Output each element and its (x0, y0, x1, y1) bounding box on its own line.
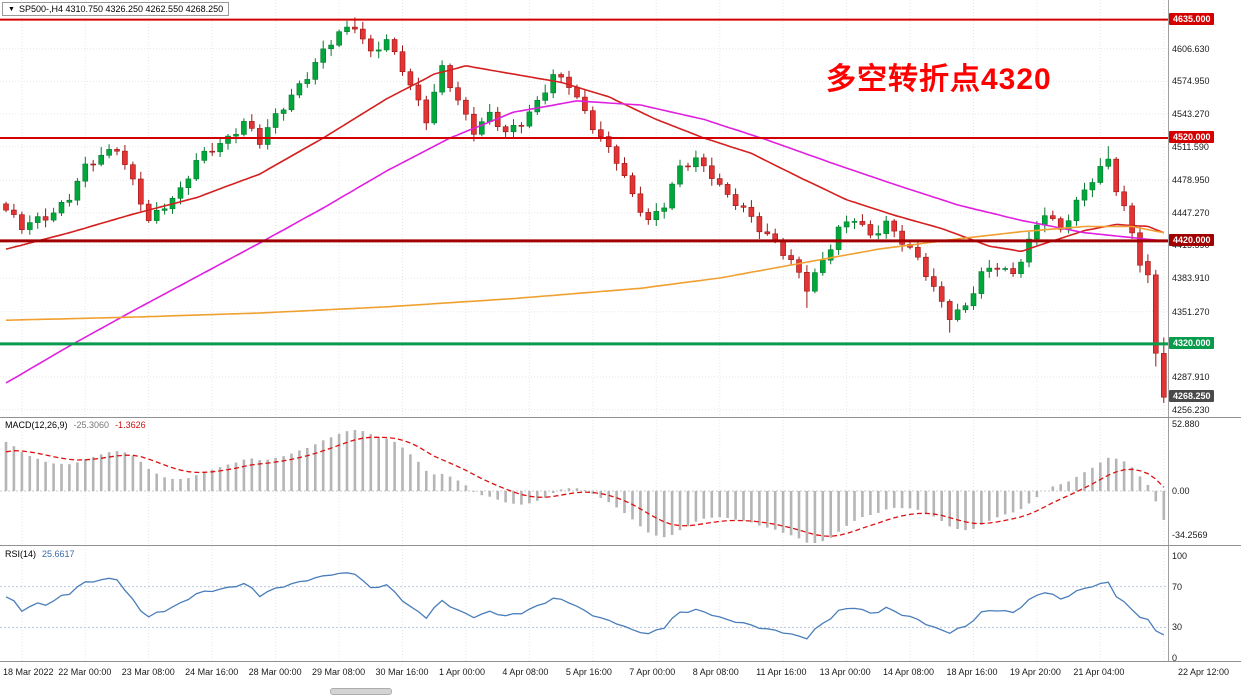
macd-layer (0, 430, 1168, 543)
time-axis-label: 21 Apr 04:00 (1073, 667, 1125, 677)
horizontal-levels-layer[interactable] (0, 18, 1168, 346)
price-axis-tick: 4256.230 (1172, 404, 1210, 415)
macd-axis-tick: -34.2569 (1172, 530, 1208, 540)
price-axis-tick: 4447.270 (1172, 207, 1210, 218)
time-axis-label: 28 Mar 00:00 (248, 667, 302, 677)
rsi-name: RSI(14) (5, 549, 37, 559)
price-axis-tick: 4478.950 (1172, 175, 1210, 186)
time-axis-label: 22 Apr 12:00 (1178, 667, 1230, 677)
panel-separator-main-macd[interactable] (0, 417, 1241, 418)
rsi-axis-tick: 70 (1172, 581, 1183, 592)
rsi-indicator-label: RSI(14) 25.6617 (5, 549, 75, 559)
ma-long-orange (5, 225, 1164, 321)
time-axis-label: 22 Mar 00:00 (58, 667, 112, 677)
price-axis-tick: 4606.630 (1172, 43, 1210, 54)
price-axis-tick: 4287.910 (1172, 371, 1210, 382)
rsi-layer (0, 572, 1168, 640)
time-axis-label: 11 Apr 16:00 (756, 667, 807, 677)
macd-axis-tick: 0.00 (1172, 486, 1190, 496)
panel-separator-macd-rsi[interactable] (0, 545, 1241, 546)
time-axis-label: 13 Apr 00:00 (819, 667, 871, 677)
price-axis-divider (1168, 0, 1169, 661)
panel-separator-time-axis (0, 661, 1241, 662)
price-level-badge-4320[interactable]: 4320.000 (1169, 336, 1214, 349)
time-axis-label: 14 Apr 08:00 (883, 667, 935, 677)
price-axis-tick: 4574.950 (1172, 76, 1210, 87)
time-axis-label: 30 Mar 16:00 (375, 667, 429, 677)
rsi-line (5, 572, 1165, 640)
rsi-axis-tick: 100 (1172, 551, 1188, 561)
horizontal-scrollbar[interactable] (0, 687, 1241, 696)
macd-indicator-label: MACD(12,26,9) -25.3060 -1.3626 (5, 420, 146, 430)
rsi-axis-tick: 30 (1172, 622, 1183, 633)
price-level-badge-4520[interactable]: 4520.000 (1169, 130, 1214, 143)
time-axis-label: 7 Apr 00:00 (629, 667, 676, 677)
price-axis-tick: 4543.270 (1172, 109, 1210, 119)
time-axis-label: 8 Apr 08:00 (692, 667, 739, 677)
candles-layer (3, 17, 1167, 403)
time-axis-label: 5 Apr 16:00 (565, 667, 612, 677)
time-axis-label: 18 Mar 2022 (3, 667, 54, 677)
rsi-axis-tick: 0 (1172, 653, 1178, 663)
macd-name: MACD(12,26,9) (5, 420, 68, 430)
current-price-badge: 4268.250 (1169, 390, 1214, 403)
ma-medium-red (5, 65, 1165, 253)
time-axis-label: 1 Apr 00:00 (438, 667, 485, 677)
symbol-ohlc-text: SP500-,H4 4310.750 4326.250 4262.550 426… (18, 4, 224, 14)
symbol-dropdown-icon[interactable]: ▼ (8, 5, 15, 13)
macd-axis-tick: 52.880 (1172, 419, 1200, 429)
macd-main-value: -25.3060 (73, 420, 110, 430)
grid-layer (0, 0, 1168, 661)
price-axis-tick: 4351.270 (1172, 306, 1210, 317)
time-axis-label: 24 Mar 16:00 (185, 667, 239, 677)
price-axis-tick: 4511.590 (1172, 141, 1209, 152)
time-axis-label: 29 Mar 08:00 (312, 667, 366, 677)
macd-signal-value: -1.3626 (115, 420, 146, 430)
time-axis-label: 19 Apr 20:00 (1009, 667, 1061, 677)
symbol-info-box: ▼ SP500-,H4 4310.750 4326.250 4262.550 4… (2, 2, 230, 16)
scrollbar-thumb[interactable] (330, 688, 392, 695)
price-level-badge-4420[interactable]: 4420.000 (1169, 233, 1214, 246)
ma-slow-magenta (5, 100, 1164, 384)
price-axis-tick: 4383.910 (1172, 273, 1210, 284)
moving-averages-layer (5, 65, 1165, 384)
chart-annotation-text: 多空转折点4320 (826, 63, 1052, 96)
time-axis-label: 4 Apr 08:00 (502, 667, 549, 677)
time-axis-label: 23 Mar 08:00 (121, 667, 175, 677)
price-level-badge-4635[interactable]: 4635.000 (1169, 12, 1214, 25)
macd-signal-line (5, 436, 1165, 537)
time-axis-label: 18 Apr 16:00 (946, 667, 998, 677)
rsi-value: 25.6617 (42, 549, 75, 559)
